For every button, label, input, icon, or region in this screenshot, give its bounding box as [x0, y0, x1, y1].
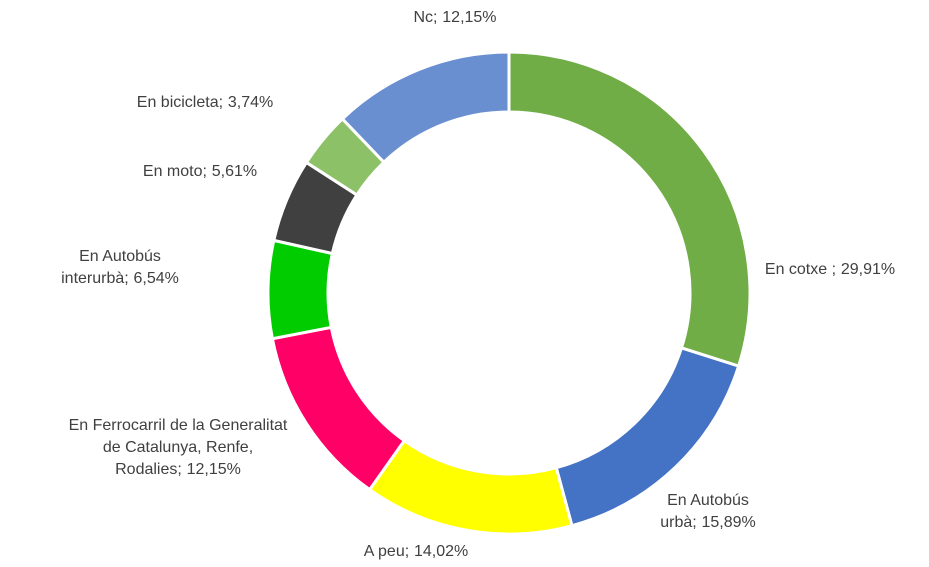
category-label: En cotxe ;	[764, 261, 837, 278]
donut-slice	[266, 238, 335, 341]
value-label: 6,54%	[133, 270, 179, 287]
data-label: A peu; 14,02%	[316, 541, 516, 563]
data-label: En cotxe ; 29,91%	[730, 259, 929, 281]
data-label: En Autobús urbà; 15,89%	[628, 490, 788, 534]
data-label: En Autobús interurbà; 6,54%	[25, 246, 215, 290]
value-label: 14,02%	[413, 543, 469, 560]
value-label: 12,15%	[186, 461, 241, 478]
category-label: En moto;	[142, 163, 207, 180]
value-label: 15,89%	[701, 514, 756, 531]
data-label: Nc; 12,15%	[375, 7, 535, 29]
value-label: 29,91%	[840, 261, 896, 278]
category-label: En Autobús urbà;	[660, 492, 749, 531]
category-label: En bicicleta;	[136, 94, 224, 111]
value-label: 12,15%	[442, 9, 497, 26]
category-label: En Autobús interurbà;	[61, 248, 161, 287]
data-label: En bicicleta; 3,74%	[95, 92, 315, 114]
value-label: 3,74%	[227, 94, 274, 111]
value-label: 5,61%	[211, 163, 258, 180]
data-label: En moto; 5,61%	[100, 161, 300, 183]
donut-slice	[367, 438, 574, 536]
data-label: En Ferrocarril de la Generalitat de Cata…	[63, 415, 293, 481]
category-label: En Ferrocarril de la Generalitat de Cata…	[68, 417, 288, 478]
donut-slice	[507, 50, 752, 369]
category-label: A peu;	[363, 543, 410, 560]
category-label: Nc;	[413, 9, 438, 26]
donut-slice	[340, 50, 511, 165]
